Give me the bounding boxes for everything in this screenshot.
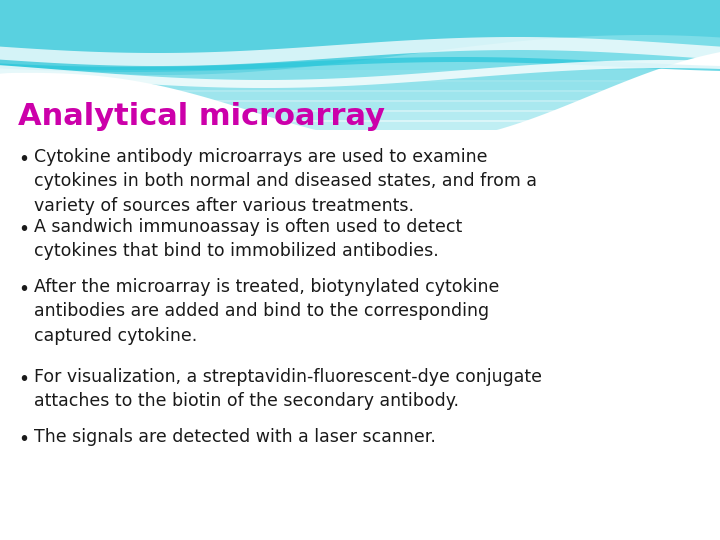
Text: After the microarray is treated, biotynylated cytokine
antibodies are added and : After the microarray is treated, biotyny…: [34, 278, 500, 345]
Text: Analytical microarray: Analytical microarray: [18, 102, 385, 131]
Polygon shape: [0, 57, 720, 72]
Bar: [0, 110, 720, 122]
Polygon shape: [0, 60, 720, 88]
Text: •: •: [18, 220, 29, 239]
Text: A sandwich immunoassay is often used to detect
cytokines that bind to immobilize: A sandwich immunoassay is often used to …: [34, 218, 462, 260]
Bar: [0, 120, 720, 132]
Text: •: •: [18, 150, 29, 169]
Bar: [0, 130, 720, 142]
Text: Cytokine antibody microarrays are used to examine
cytokines in both normal and d: Cytokine antibody microarrays are used t…: [34, 148, 537, 214]
Bar: [0, 80, 720, 92]
Bar: [0, 60, 720, 72]
Text: •: •: [18, 430, 29, 449]
Polygon shape: [0, 0, 720, 75]
Bar: [0, 100, 720, 112]
Text: •: •: [18, 280, 29, 299]
Text: For visualization, a streptavidin-fluorescent-dye conjugate
attaches to the biot: For visualization, a streptavidin-fluore…: [34, 368, 542, 410]
Bar: [0, 90, 720, 102]
Polygon shape: [0, 0, 720, 130]
Polygon shape: [0, 37, 720, 66]
Bar: [0, 70, 720, 82]
Text: The signals are detected with a laser scanner.: The signals are detected with a laser sc…: [34, 428, 436, 446]
Text: •: •: [18, 370, 29, 389]
